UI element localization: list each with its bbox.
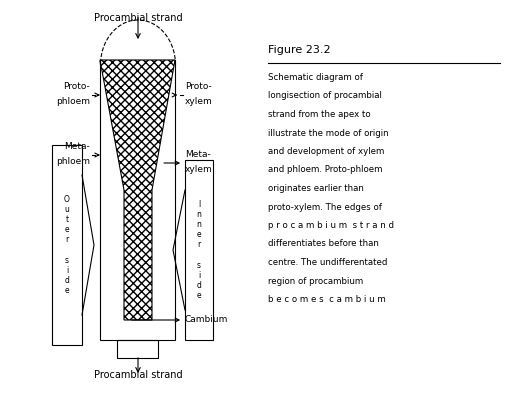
Text: phloem: phloem — [56, 157, 90, 166]
Text: Meta-: Meta- — [185, 150, 211, 159]
Text: Proto-: Proto- — [63, 82, 90, 91]
Text: centre. The undifferentated: centre. The undifferentated — [268, 258, 387, 267]
Text: originates earlier than: originates earlier than — [268, 184, 364, 193]
Text: xylem: xylem — [185, 165, 213, 174]
Text: illustrate the mode of origin: illustrate the mode of origin — [268, 129, 389, 138]
Text: differentiates before than: differentiates before than — [268, 239, 379, 249]
Text: and development of xylem: and development of xylem — [268, 147, 384, 156]
Text: region of procambium: region of procambium — [268, 276, 363, 285]
Bar — [100, 60, 175, 340]
Bar — [117, 340, 158, 358]
Text: phloem: phloem — [56, 97, 90, 106]
Text: xylem: xylem — [185, 97, 213, 106]
Text: strand from the apex to: strand from the apex to — [268, 110, 371, 119]
Text: Figure 23.2: Figure 23.2 — [268, 45, 331, 55]
Bar — [185, 160, 213, 340]
Text: Procambial strand: Procambial strand — [94, 13, 182, 23]
Text: Proto-: Proto- — [185, 82, 212, 91]
Text: Procambial strand: Procambial strand — [94, 370, 182, 380]
Text: O
u
t
e
r
 
s
i
d
e: O u t e r s i d e — [64, 195, 70, 295]
Text: Cambium: Cambium — [185, 315, 229, 324]
Text: Meta-: Meta- — [64, 142, 90, 151]
Text: I
n
n
e
r
 
s
i
d
e: I n n e r s i d e — [196, 200, 202, 300]
Text: Schematic diagram of: Schematic diagram of — [268, 73, 363, 82]
Bar — [52, 145, 82, 345]
Polygon shape — [100, 60, 175, 320]
Text: b e c o m e s  c a m b i u m: b e c o m e s c a m b i u m — [268, 295, 386, 304]
Text: longisection of procambial: longisection of procambial — [268, 92, 382, 101]
Text: and phloem. Proto-phloem: and phloem. Proto-phloem — [268, 166, 382, 175]
Text: p r o c a m b i u m  s t r a n d: p r o c a m b i u m s t r a n d — [268, 221, 394, 230]
Text: proto-xylem. The edges of: proto-xylem. The edges of — [268, 203, 382, 212]
